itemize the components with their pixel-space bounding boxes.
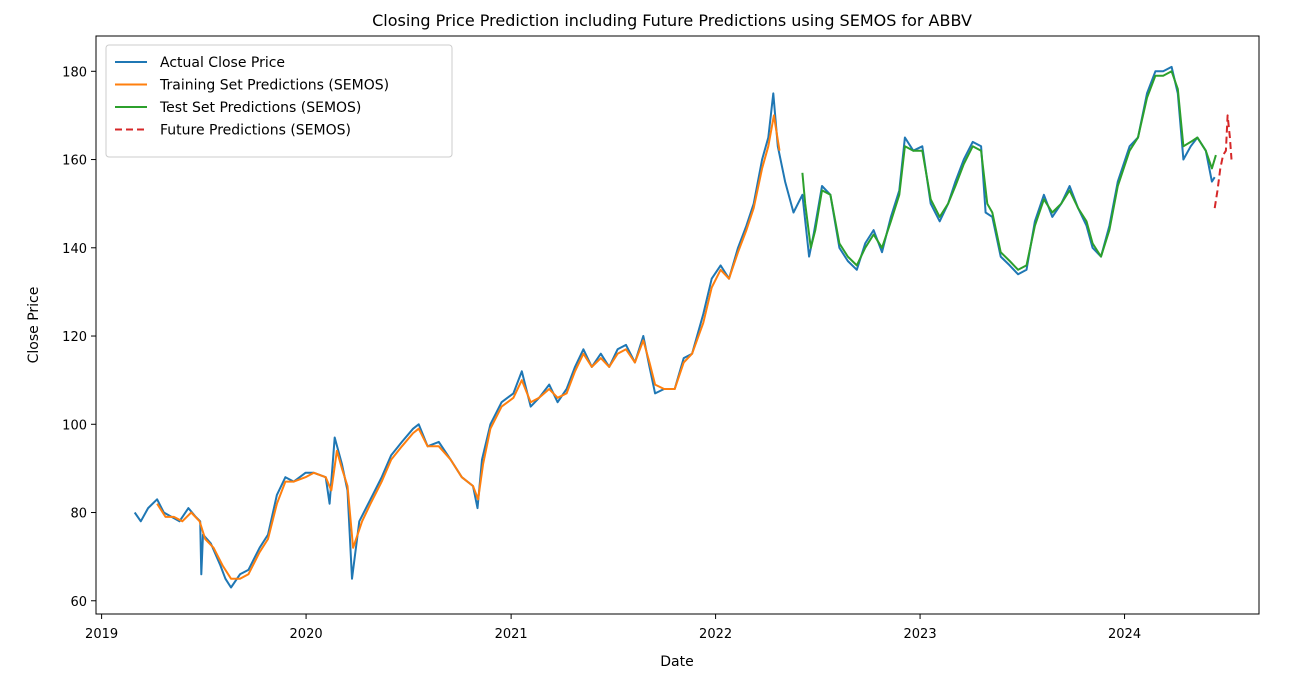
plot-area [133, 65, 1233, 589]
series-line-2 [156, 114, 781, 580]
chart-title: Closing Price Prediction including Futur… [372, 11, 972, 30]
y-tick-label: 80 [70, 507, 87, 522]
series-line-1 [133, 65, 1216, 589]
x-tick-label: 2023 [904, 627, 937, 642]
x-tick-label: 2024 [1108, 627, 1141, 642]
x-tick-label: 2019 [85, 627, 118, 642]
y-tick-label: 100 [62, 418, 87, 433]
x-tick-label: 2022 [699, 627, 732, 642]
series-line-4 [1213, 114, 1233, 209]
legend-label-2: Training Set Predictions (SEMOS) [159, 78, 389, 94]
x-tick-label: 2021 [495, 627, 528, 642]
y-axis-title: Close Price [26, 287, 42, 364]
axes-frame [95, 35, 1260, 615]
legend-label-1: Actual Close Price [160, 55, 285, 71]
x-axis: 2019 2020 2021 2022 2023 2024 [85, 614, 1141, 642]
y-tick-label: 140 [62, 242, 87, 257]
y-tick-label: 120 [62, 330, 87, 345]
y-tick-label: 60 [70, 595, 87, 610]
legend-label-3: Test Set Predictions (SEMOS) [159, 100, 361, 116]
legend-box [105, 44, 453, 158]
x-tick-label: 2020 [290, 627, 323, 642]
y-axis: 60 80 100 120 140 160 180 [62, 65, 96, 610]
y-tick-label: 180 [62, 65, 87, 80]
legend: Actual Close Price Training Set Predictio… [105, 44, 453, 158]
legend-label-4: Future Predictions (SEMOS) [160, 123, 351, 139]
y-tick-label: 160 [62, 154, 87, 169]
series-line-3 [801, 70, 1217, 271]
x-axis-title: Date [660, 654, 693, 670]
